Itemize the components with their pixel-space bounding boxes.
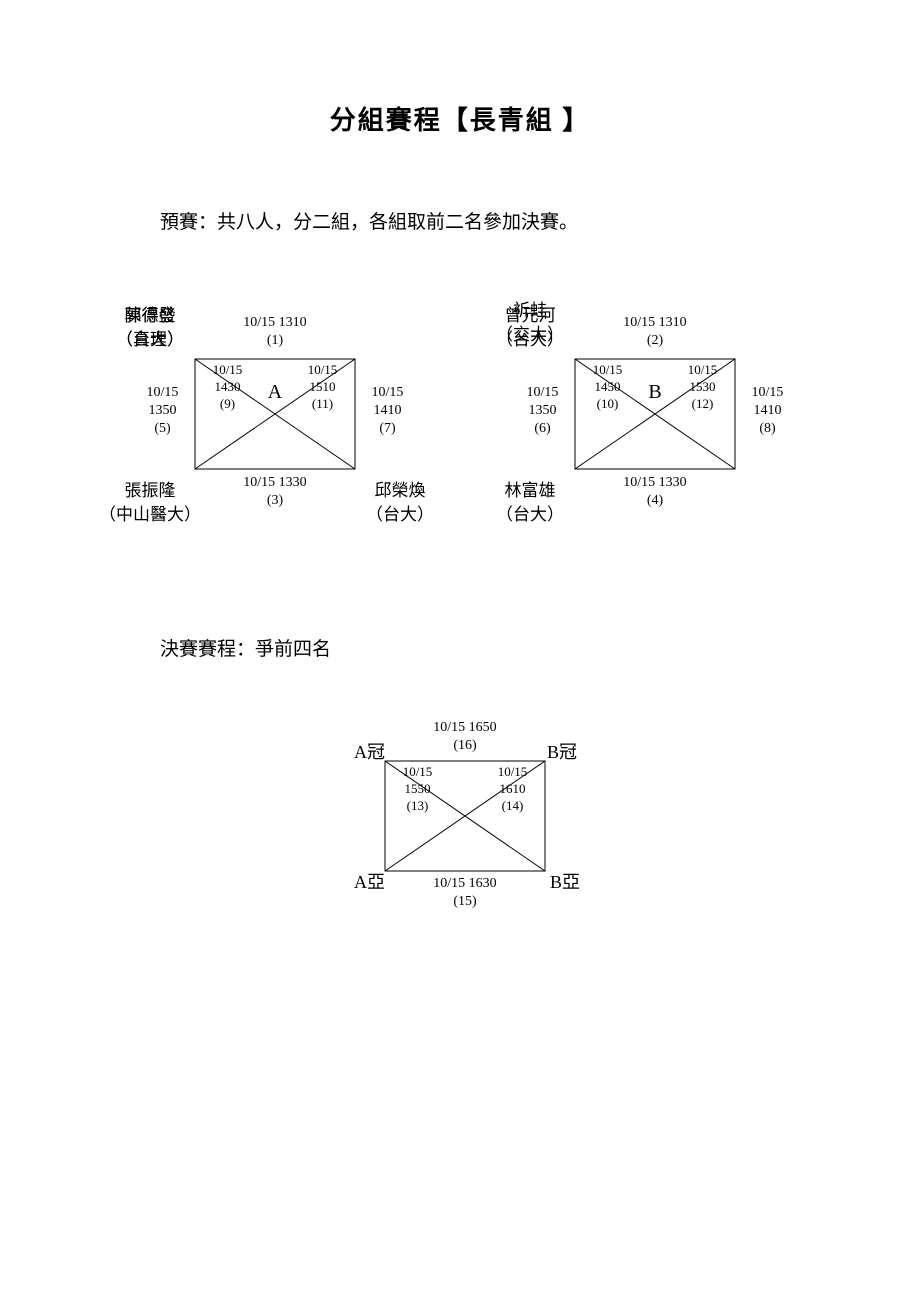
ga-diagR-l3: (11): [312, 396, 333, 411]
finals-diagL-l1: 10/15: [403, 764, 433, 779]
ga-br-univ: （台大）: [366, 505, 434, 524]
ga-bottom-num: (3): [267, 493, 283, 508]
ga-tr-name: 陳得發: [125, 306, 176, 325]
gb-match-diagL: 10/15 1450 (10): [580, 362, 635, 413]
finals-heading: 決賽賽程：爭前四名: [160, 634, 920, 661]
ga-player-br: 邱榮煥 （台大）: [355, 479, 445, 527]
ga-bl-univ: （中山醫大）: [99, 505, 201, 524]
prelim-heading: 預賽：共八人，分二組，各組取前二名參加決賽。: [160, 207, 920, 234]
group-b-bracket: 曾元河 （台大） 祈蛙 （交大） 林富雄 （台大） 10/15 1310 (2)…: [485, 304, 815, 534]
gb-right-l2: 1410: [754, 403, 782, 418]
finals-tl: A冠: [330, 741, 385, 764]
gb-top-num: (2): [647, 333, 663, 348]
finals-diagR-l2: 1610: [500, 781, 526, 796]
ga-diagL-l3: (9): [220, 396, 235, 411]
ga-right-l1: 10/15: [372, 385, 404, 400]
finals-diagL-l3: (13): [407, 798, 429, 813]
gb-match-right: 10/15 1410 (8): [740, 384, 795, 439]
gb-letter: B: [643, 379, 667, 405]
ga-match-diagL: 10/15 1430 (9): [200, 362, 255, 413]
gb-tr-name: 祈蛙: [513, 301, 547, 320]
finals-diagR-l1: 10/15: [498, 764, 528, 779]
ga-diagL-l1: 10/15: [213, 362, 243, 377]
gb-bottom-num: (4): [647, 493, 663, 508]
ga-player-bl: 張振隆 （中山醫大）: [95, 479, 205, 527]
group-a-bracket: 郭德盛 （台大） 陳得發 （真理） 張振隆 （中山醫大） 邱榮煥 （台大） 10…: [105, 304, 435, 534]
gb-tr-univ: （交大）: [496, 325, 564, 344]
ga-bottom-time: 10/15 1330: [243, 475, 306, 490]
finals-br: B亞: [550, 871, 605, 894]
gb-diagR-l3: (12): [692, 396, 714, 411]
ga-br-name: 邱榮煥: [375, 481, 426, 500]
gb-left-l3: (6): [534, 421, 550, 436]
ga-diagL-l2: 1430: [215, 379, 241, 394]
ga-match-diagR: 10/15 1510 (11): [295, 362, 350, 413]
finals-match-diagR: 10/15 1610 (14): [485, 764, 540, 815]
ga-letter: A: [263, 379, 287, 405]
finals-diagL-l2: 1550: [405, 781, 431, 796]
ga-match-bottom: 10/15 1330 (3): [215, 474, 335, 510]
gb-left-l2: 1350: [529, 403, 557, 418]
ga-right-l3: (7): [379, 421, 395, 436]
ga-player-tr: 陳得發 （真理）: [105, 304, 195, 352]
page: 分組賽程【長青組 】 預賽：共八人，分二組，各組取前二名參加決賽。 郭德盛 （台…: [0, 0, 920, 1302]
prelim-brackets-row: 郭德盛 （台大） 陳得發 （真理） 張振隆 （中山醫大） 邱榮煥 （台大） 10…: [0, 304, 920, 534]
ga-top-num: (1): [267, 333, 283, 348]
finals-match-bottom: 10/15 1630 (15): [405, 875, 525, 911]
finals-bottom-num: (15): [453, 894, 476, 909]
finals-bracket: A冠 B冠 A亞 B亞 10/15 1650 (16) 10/15 1630 (…: [295, 721, 625, 931]
finals-top-time: 10/15 1650: [433, 720, 496, 735]
ga-top-time: 10/15 1310: [243, 315, 306, 330]
gb-match-top: 10/15 1310 (2): [595, 314, 715, 350]
gb-diagL-l3: (10): [597, 396, 619, 411]
gb-bottom-time: 10/15 1330: [623, 475, 686, 490]
finals-wrap: A冠 B冠 A亞 B亞 10/15 1650 (16) 10/15 1630 (…: [0, 721, 920, 931]
ga-diagR-l1: 10/15: [308, 362, 338, 377]
finals-match-top: 10/15 1650 (16): [405, 719, 525, 755]
finals-tr: B冠: [547, 741, 602, 764]
gb-match-left: 10/15 1350 (6): [515, 384, 570, 439]
page-title: 分組賽程【長青組 】: [0, 0, 920, 137]
finals-diagR-l3: (14): [502, 798, 524, 813]
ga-match-top: 10/15 1310 (1): [215, 314, 335, 350]
gb-match-diagR: 10/15 1530 (12): [675, 362, 730, 413]
gb-match-bottom: 10/15 1330 (4): [595, 474, 715, 510]
gb-player-tr: 祈蛙 （交大）: [485, 299, 575, 347]
ga-diagR-l2: 1510: [310, 379, 336, 394]
gb-diagR-l1: 10/15: [688, 362, 718, 377]
finals-top-num: (16): [453, 738, 476, 753]
gb-right-l3: (8): [759, 421, 775, 436]
ga-tr-univ: （真理）: [116, 330, 184, 349]
ga-right-l2: 1410: [374, 403, 402, 418]
gb-player-br: [485, 479, 575, 503]
ga-match-right: 10/15 1410 (7): [360, 384, 415, 439]
gb-top-time: 10/15 1310: [623, 315, 686, 330]
gb-left-l1: 10/15: [527, 385, 559, 400]
ga-left-l2: 1350: [149, 403, 177, 418]
gb-diagR-l2: 1530: [690, 379, 716, 394]
gb-diagL-l1: 10/15: [593, 362, 623, 377]
finals-bl: A亞: [330, 871, 385, 894]
ga-left-l1: 10/15: [147, 385, 179, 400]
finals-match-diagL: 10/15 1550 (13): [390, 764, 445, 815]
finals-bottom-time: 10/15 1630: [433, 876, 496, 891]
ga-match-left: 10/15 1350 (5): [135, 384, 190, 439]
gb-diagL-l2: 1450: [595, 379, 621, 394]
gb-bl-univ: （台大）: [496, 505, 564, 524]
gb-right-l1: 10/15: [752, 385, 784, 400]
ga-left-l3: (5): [154, 421, 170, 436]
ga-bl-name: 張振隆: [125, 481, 176, 500]
